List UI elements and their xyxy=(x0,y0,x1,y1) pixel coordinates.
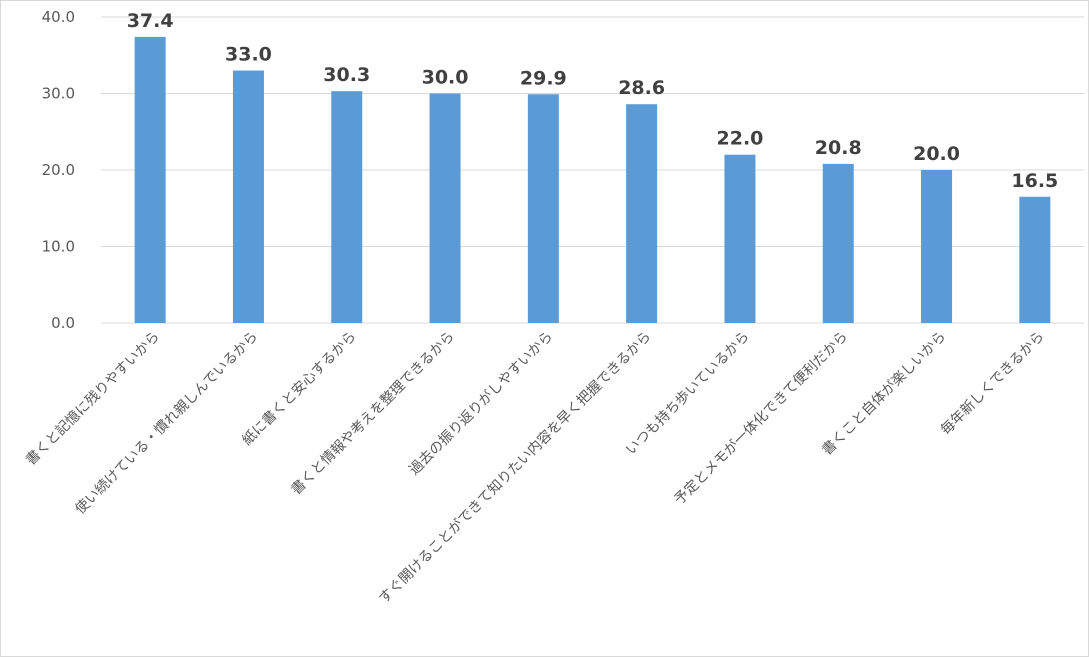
y-tick-label: 30.0 xyxy=(42,85,75,103)
bar xyxy=(724,154,756,323)
bar xyxy=(1019,196,1051,323)
y-tick-label: 40.0 xyxy=(42,8,75,26)
data-label: 28.6 xyxy=(618,77,665,99)
category-label: 使い続けている・慣れ親しんでいるから xyxy=(72,328,262,518)
bar xyxy=(921,170,953,323)
bar xyxy=(331,91,363,323)
data-label: 30.0 xyxy=(422,67,469,89)
category-label: 毎年新しくできるから xyxy=(938,329,1048,439)
y-tick-label: 0.0 xyxy=(51,314,75,332)
data-label: 20.0 xyxy=(913,143,960,165)
data-label: 33.0 xyxy=(225,44,272,66)
category-label: 書くと情報や考えを整理できるから xyxy=(288,329,458,499)
category-label: 紙に書くと安心するから xyxy=(239,329,359,449)
data-label: 29.9 xyxy=(520,67,567,89)
bar xyxy=(232,70,264,323)
category-label: 予定とメモが一体化できて便利だから xyxy=(671,329,851,509)
bar xyxy=(429,93,461,323)
bar xyxy=(822,163,854,323)
bar xyxy=(134,36,166,323)
bar xyxy=(626,104,658,324)
gridlines xyxy=(101,16,1084,324)
bar xyxy=(527,94,559,323)
y-tick-label: 10.0 xyxy=(42,238,75,256)
data-labels: 37.4 33.0 30.3 30.0 29.9 28.6 22.0 20.8 20.0 16.5 xyxy=(127,10,1059,192)
data-label: 22.0 xyxy=(717,128,764,150)
data-label: 37.4 xyxy=(127,10,174,32)
y-tick-label: 20.0 xyxy=(42,161,75,179)
y-axis-ticks: 0.0 10.0 20.0 30.0 40.0 xyxy=(42,8,75,332)
category-labels: 書くと記憶に残りやすいから使い続けている・慣れ親しんでいるから紙に書くと安心する… xyxy=(22,328,1047,607)
data-label: 30.3 xyxy=(323,64,370,86)
data-label: 16.5 xyxy=(1011,170,1058,192)
data-label: 20.8 xyxy=(815,137,862,159)
bars xyxy=(134,36,1051,324)
